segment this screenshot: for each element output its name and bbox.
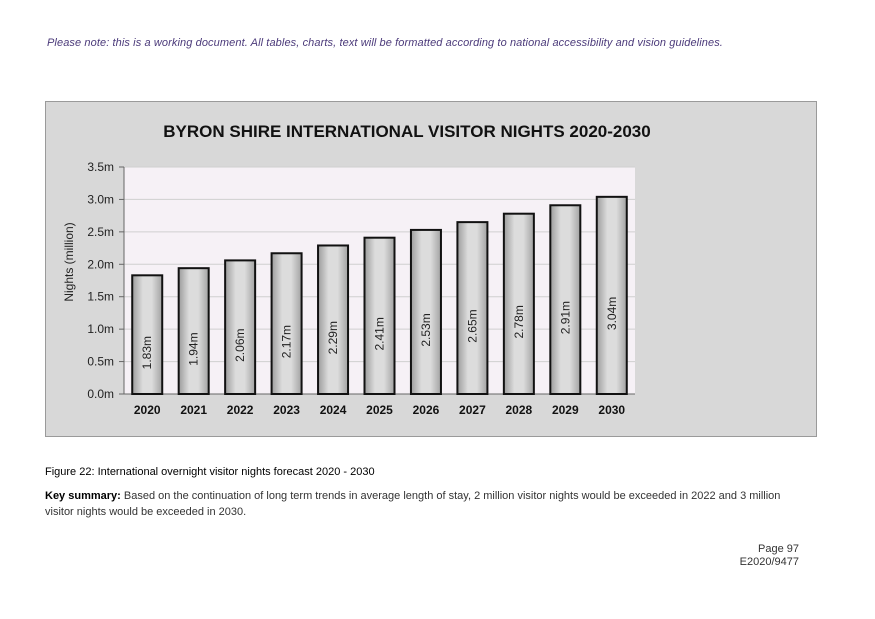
x-tick-label: 2028 bbox=[506, 403, 533, 417]
key-summary: Key summary: Based on the continuation o… bbox=[45, 488, 805, 520]
bar-value-label: 2.17m bbox=[280, 325, 294, 358]
x-tick-label: 2026 bbox=[413, 403, 440, 417]
bar bbox=[270, 252, 303, 395]
x-tick-label: 2024 bbox=[320, 403, 347, 417]
bar-value-label: 2.29m bbox=[326, 321, 340, 354]
x-tick-label: 2022 bbox=[227, 403, 254, 417]
bar bbox=[549, 204, 582, 395]
bar bbox=[409, 228, 442, 396]
bar-value-label: 1.94m bbox=[187, 332, 201, 365]
bar bbox=[224, 259, 257, 395]
chart-container: BYRON SHIRE INTERNATIONAL VISITOR NIGHTS… bbox=[45, 101, 817, 437]
x-tick-label: 2030 bbox=[598, 403, 625, 417]
x-tick-label: 2027 bbox=[459, 403, 486, 417]
y-tick-label: 0.0m bbox=[87, 387, 114, 401]
x-tick-label: 2023 bbox=[273, 403, 300, 417]
document-reference: E2020/9477 bbox=[739, 556, 799, 568]
x-tick-label: 2020 bbox=[134, 403, 161, 417]
y-tick-label: 2.0m bbox=[87, 257, 114, 271]
figure-caption: Figure 22: International overnight visit… bbox=[45, 466, 375, 478]
y-tick-label: 3.5m bbox=[87, 160, 114, 174]
bar bbox=[502, 212, 535, 395]
bar bbox=[595, 195, 628, 395]
bar bbox=[317, 244, 350, 395]
x-tick-label: 2025 bbox=[366, 403, 393, 417]
y-tick-label: 0.5m bbox=[87, 355, 114, 369]
key-summary-label: Key summary: bbox=[45, 490, 121, 502]
page-footer: Page 97 E2020/9477 bbox=[740, 543, 799, 569]
bar bbox=[177, 267, 210, 395]
bar-value-label: 2.41m bbox=[373, 317, 387, 350]
bar bbox=[363, 236, 396, 395]
x-tick-label: 2021 bbox=[180, 403, 207, 417]
y-tick-label: 2.5m bbox=[87, 225, 114, 239]
bar-value-label: 1.83m bbox=[140, 336, 154, 369]
key-summary-text: Based on the continuation of long term t… bbox=[45, 490, 781, 518]
working-document-note: Please note: this is a working document.… bbox=[47, 37, 723, 49]
y-tick-label: 3.0m bbox=[87, 192, 114, 206]
bar bbox=[131, 274, 164, 395]
y-tick-label: 1.0m bbox=[87, 322, 114, 336]
bar-value-label: 2.65m bbox=[465, 309, 479, 342]
x-tick-label: 2029 bbox=[552, 403, 579, 417]
bar-chart: BYRON SHIRE INTERNATIONAL VISITOR NIGHTS… bbox=[62, 122, 651, 417]
page-number: Page 97 bbox=[758, 543, 799, 555]
bar-value-label: 2.53m bbox=[419, 313, 433, 346]
chart-title: BYRON SHIRE INTERNATIONAL VISITOR NIGHTS… bbox=[163, 122, 650, 141]
bar bbox=[456, 221, 489, 395]
bar-value-label: 3.04m bbox=[605, 297, 619, 330]
y-axis-label: Nights (million) bbox=[62, 222, 76, 301]
bar-value-label: 2.06m bbox=[233, 329, 247, 362]
y-tick-label: 1.5m bbox=[87, 290, 114, 304]
bar-value-label: 2.91m bbox=[558, 301, 572, 334]
bar-value-label: 2.78m bbox=[512, 305, 526, 338]
